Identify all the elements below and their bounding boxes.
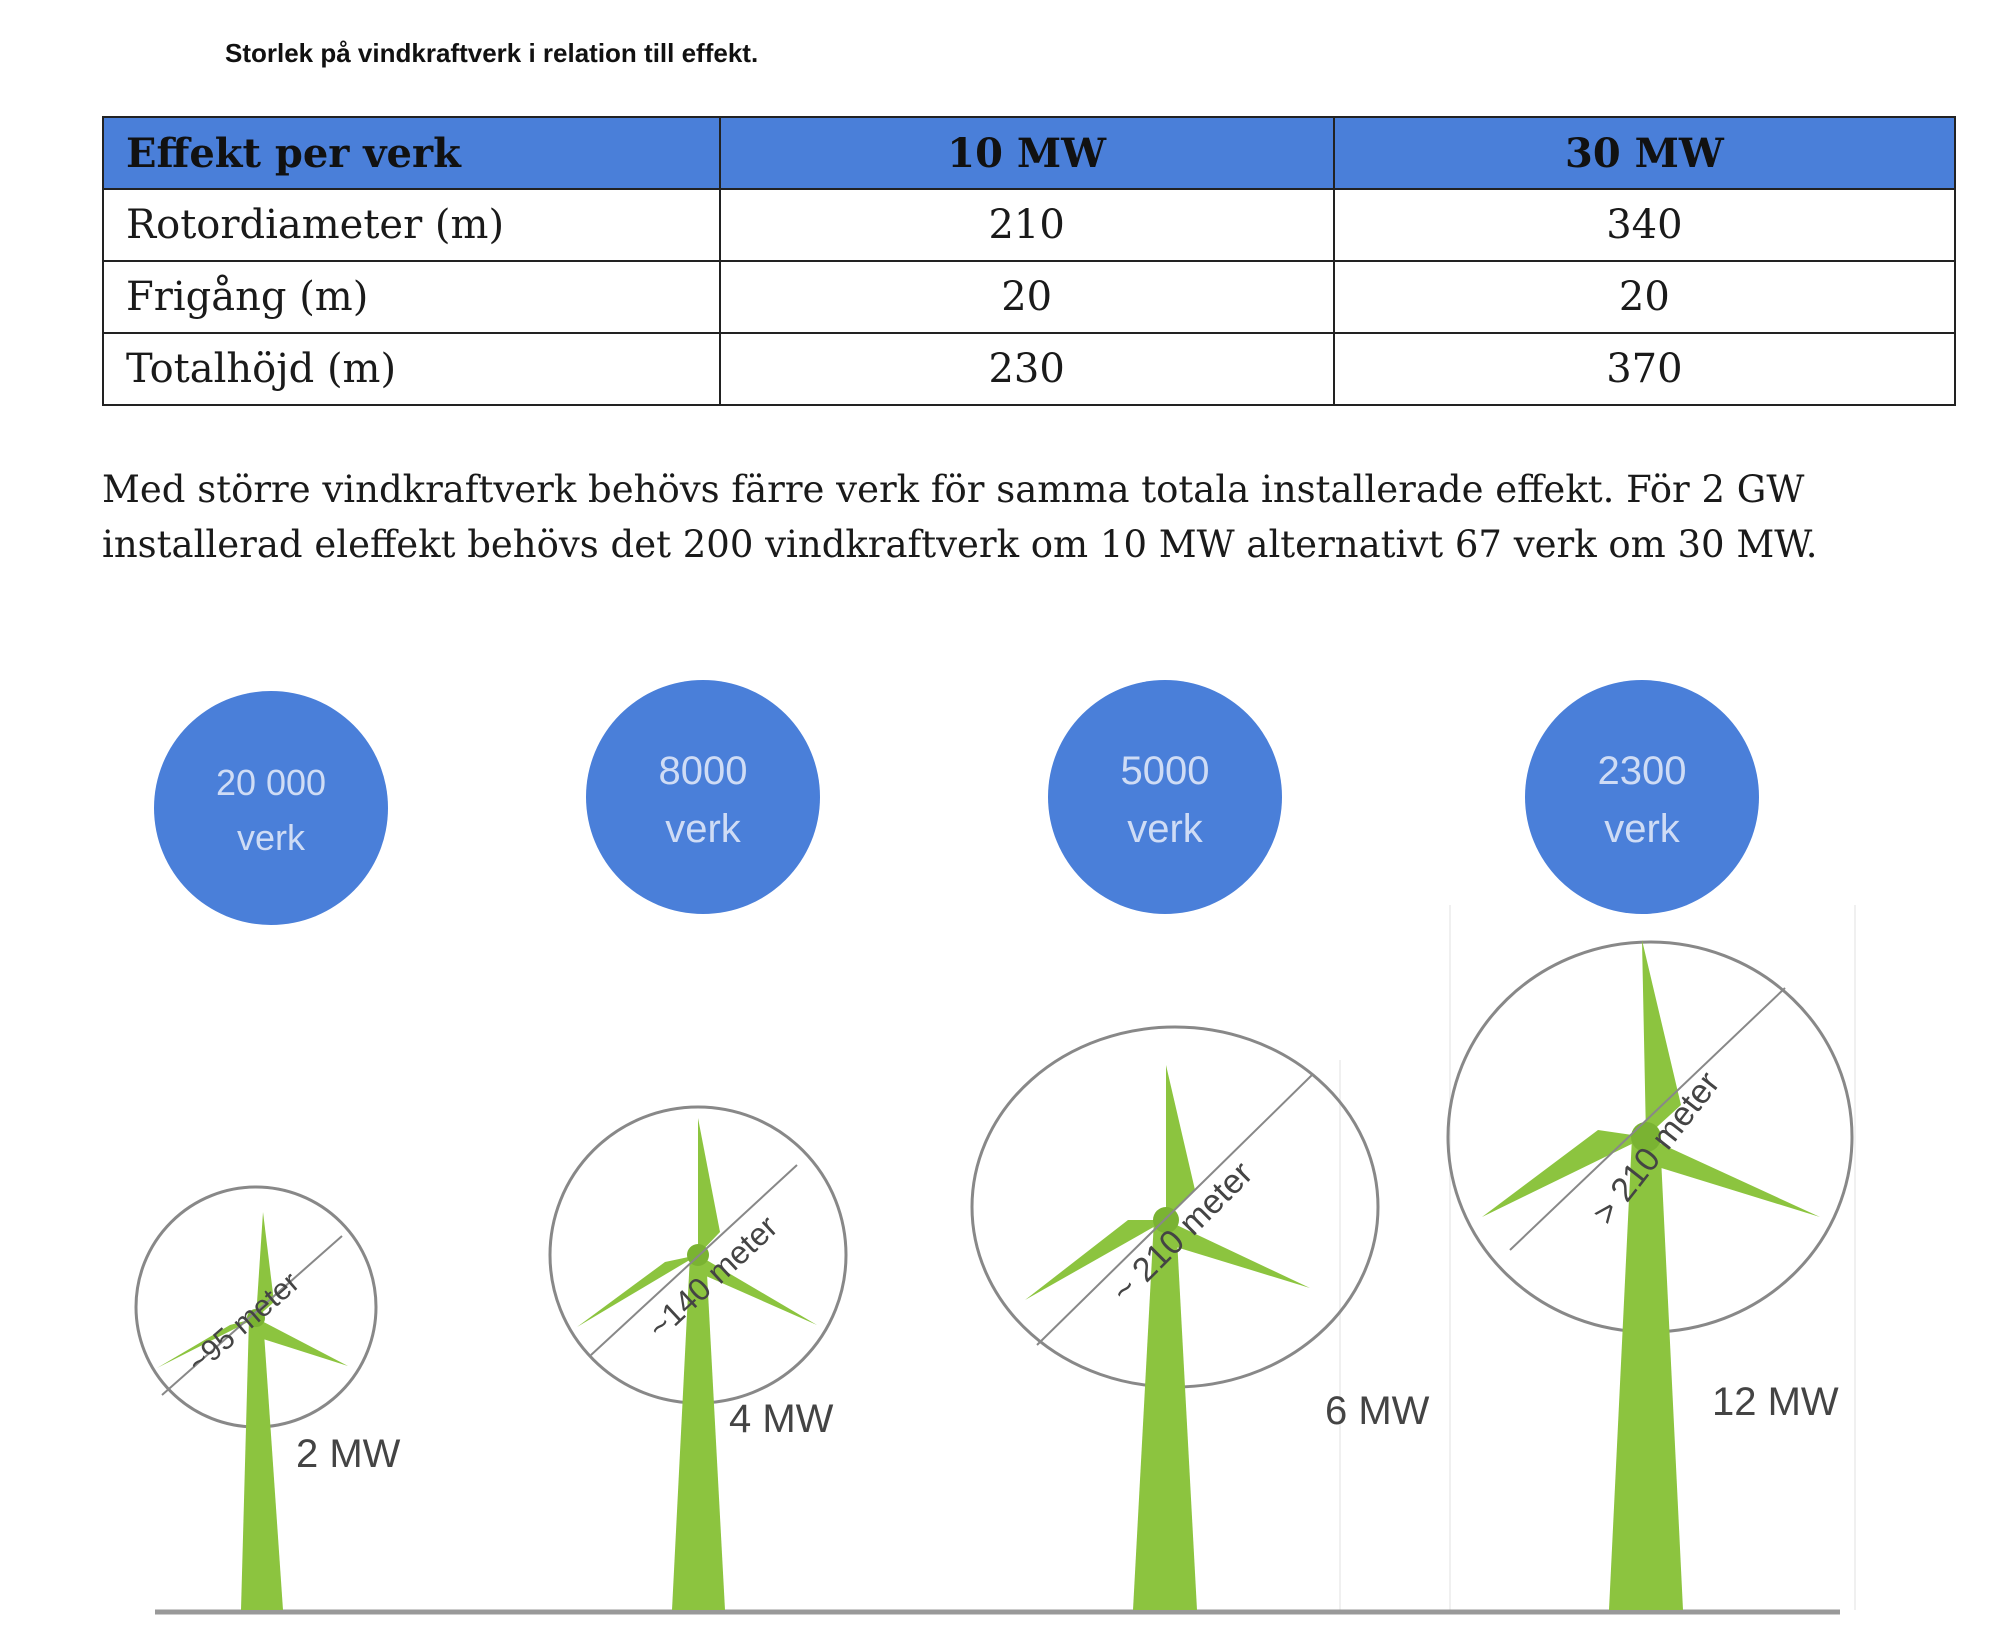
blade bbox=[1642, 940, 1681, 1137]
tower bbox=[1133, 1220, 1197, 1610]
row-label: Frigång (m) bbox=[102, 260, 721, 334]
table-header-row: Effekt per verk 10 MW 30 MW bbox=[102, 116, 1957, 190]
diameter-line bbox=[161, 1235, 343, 1396]
blade bbox=[157, 1318, 256, 1368]
body-paragraph: Med större vindkraftverk behövs färre ve… bbox=[102, 462, 1962, 572]
table-cell: 210 bbox=[718, 188, 1335, 262]
bubble-count-unit: verk bbox=[665, 807, 742, 851]
turbine-4mw: 8000 verk ~140 meter 4 MW bbox=[548, 680, 848, 1610]
bubble-count-value: 20 000 bbox=[216, 762, 326, 803]
blade bbox=[698, 1255, 817, 1325]
turbine-2mw: 20 000 verk ~95 meter 2 MW bbox=[134, 691, 401, 1610]
blade bbox=[1166, 1220, 1310, 1288]
bubble-count-value: 2300 bbox=[1598, 749, 1687, 793]
count-bubble bbox=[154, 691, 388, 925]
table-cell: 370 bbox=[1332, 332, 1957, 406]
background-panels bbox=[1339, 905, 1856, 1610]
table-cell: 20 bbox=[1332, 260, 1957, 334]
row-label: Rotordiameter (m) bbox=[102, 188, 721, 262]
bubble-count-unit: verk bbox=[1604, 807, 1681, 851]
blade bbox=[256, 1212, 274, 1318]
diameter-label: ~95 meter bbox=[182, 1266, 306, 1380]
power-label: 12 MW bbox=[1712, 1380, 1839, 1424]
count-bubble bbox=[1048, 680, 1282, 914]
table-row: Totalhöjd (m) 230 370 bbox=[102, 332, 1957, 406]
diameter-line bbox=[590, 1164, 798, 1356]
diameter-line bbox=[1036, 1073, 1314, 1346]
hub bbox=[1631, 1122, 1661, 1152]
diameter-line bbox=[1509, 987, 1786, 1251]
table-row: Frigång (m) 20 20 bbox=[102, 260, 1957, 334]
paragraph-line: Med större vindkraftverk behövs färre ve… bbox=[102, 468, 1805, 511]
blade bbox=[577, 1255, 698, 1327]
bubble-count-value: 5000 bbox=[1121, 749, 1210, 793]
blade bbox=[256, 1318, 348, 1366]
turbine-spec-table: Effekt per verk 10 MW 30 MW Rotordiamete… bbox=[102, 116, 1957, 406]
figure-caption: Storlek på vindkraftverk i relation till… bbox=[225, 38, 759, 68]
row-label: Totalhöjd (m) bbox=[102, 332, 721, 406]
blade bbox=[1646, 1137, 1820, 1217]
table-cell: 230 bbox=[718, 332, 1335, 406]
hub bbox=[247, 1309, 265, 1327]
turbine-12mw: 2300 verk > 210 meter 12 MW bbox=[1446, 680, 1854, 1610]
power-label: 2 MW bbox=[296, 1432, 401, 1476]
count-bubble bbox=[586, 680, 820, 914]
paragraph-line: installerad eleffekt behövs det 200 vind… bbox=[102, 523, 1818, 566]
hub bbox=[1153, 1207, 1179, 1233]
header-10mw: 10 MW bbox=[718, 116, 1335, 190]
header-effect: Effekt per verk bbox=[102, 116, 721, 190]
blade bbox=[1482, 1130, 1646, 1217]
count-bubble bbox=[1525, 680, 1759, 914]
bubble-count-unit: verk bbox=[237, 817, 306, 858]
tower bbox=[1609, 1137, 1683, 1610]
table-cell: 340 bbox=[1332, 188, 1957, 262]
tower bbox=[672, 1255, 725, 1610]
turbine-6mw: 5000 verk ~ 210 meter 6 MW bbox=[970, 680, 1430, 1610]
bubble-count-unit: verk bbox=[1127, 807, 1204, 851]
blade bbox=[1025, 1220, 1166, 1300]
header-30mw: 30 MW bbox=[1332, 116, 1957, 190]
power-label: 6 MW bbox=[1325, 1389, 1430, 1433]
table-row: Rotordiameter (m) 210 340 bbox=[102, 188, 1957, 262]
table-cell: 20 bbox=[718, 260, 1335, 334]
power-label: 4 MW bbox=[729, 1397, 834, 1441]
blade bbox=[1166, 1065, 1195, 1220]
tower bbox=[241, 1318, 283, 1610]
blade bbox=[698, 1118, 720, 1255]
bubble-count-value: 8000 bbox=[659, 749, 748, 793]
